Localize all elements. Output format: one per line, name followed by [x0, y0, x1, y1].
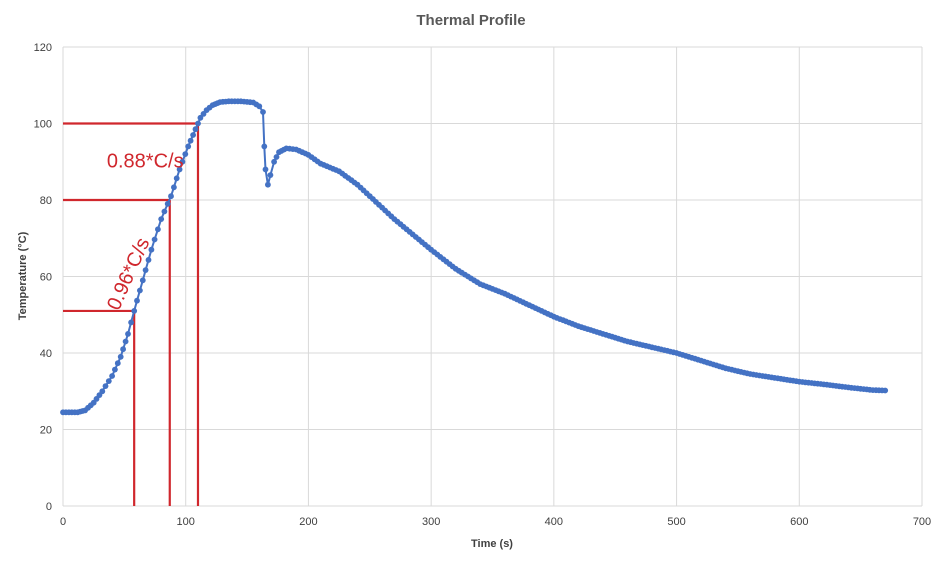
- data-point: [109, 373, 115, 379]
- data-point: [131, 308, 138, 314]
- series: [60, 98, 889, 416]
- data-point: [882, 387, 889, 394]
- data-point: [168, 193, 174, 200]
- data-point: [125, 331, 131, 337]
- data-point: [128, 319, 135, 326]
- y-tick-label: 40: [40, 348, 52, 360]
- data-point: [158, 216, 165, 223]
- data-point: [155, 226, 161, 233]
- data-point: [105, 378, 112, 384]
- x-axis-label: Time (s): [471, 538, 513, 550]
- data-point: [185, 143, 192, 150]
- x-tick-label: 600: [790, 516, 808, 528]
- data-point: [102, 383, 109, 389]
- data-point: [161, 208, 168, 215]
- x-tick-label: 0: [60, 516, 66, 528]
- data-point: [164, 200, 171, 207]
- data-point: [122, 338, 129, 345]
- data-point: [273, 154, 280, 160]
- data-point: [148, 246, 155, 253]
- data-point: [265, 181, 271, 188]
- y-tick-label: 0: [46, 501, 52, 513]
- x-tick-label: 200: [299, 516, 317, 528]
- data-point: [145, 257, 152, 263]
- x-tick-label: 400: [545, 516, 563, 528]
- x-tick-label: 100: [177, 516, 195, 528]
- y-tick-label: 120: [34, 42, 52, 54]
- data-point: [195, 120, 201, 127]
- data-point: [262, 166, 269, 173]
- data-point: [139, 277, 146, 284]
- data-point: [256, 103, 263, 110]
- data-point: [99, 388, 106, 395]
- y-tick-label: 20: [40, 425, 52, 437]
- data-point: [261, 143, 268, 150]
- data-point: [151, 236, 158, 243]
- rate-annotation: 0.88*C/s: [107, 150, 184, 172]
- y-tick-label: 80: [40, 195, 52, 207]
- y-axis-label: Temperature (°C): [17, 231, 29, 320]
- tick-labels: 0 100 200 300 400 500 600 700 0 20 40 60 80 100 120: [34, 42, 932, 528]
- data-point: [187, 137, 194, 144]
- data-point: [192, 126, 199, 133]
- data-point: [171, 184, 177, 191]
- data-point: [173, 175, 180, 182]
- y-tick-label: 100: [34, 119, 52, 131]
- data-point: [134, 297, 140, 304]
- x-tick-label: 500: [667, 516, 685, 528]
- reference-lines: [63, 122, 200, 506]
- data-point: [112, 366, 118, 373]
- data-point: [267, 172, 274, 179]
- x-tick-label: 300: [422, 516, 440, 528]
- chart-title: Thermal Profile: [416, 12, 525, 29]
- data-point: [197, 114, 204, 121]
- data-point: [117, 353, 124, 360]
- data-point: [179, 158, 186, 165]
- data-point: [176, 166, 183, 173]
- data-point: [120, 346, 126, 353]
- grid: [62, 46, 923, 507]
- x-tick-label: 700: [913, 516, 931, 528]
- data-point: [142, 267, 149, 273]
- data-point: [190, 132, 197, 138]
- data-point: [182, 151, 189, 158]
- data-point: [260, 109, 266, 115]
- data-point: [137, 287, 143, 294]
- data-point: [114, 360, 121, 367]
- data-point: [271, 158, 277, 165]
- y-tick-label: 60: [40, 272, 52, 284]
